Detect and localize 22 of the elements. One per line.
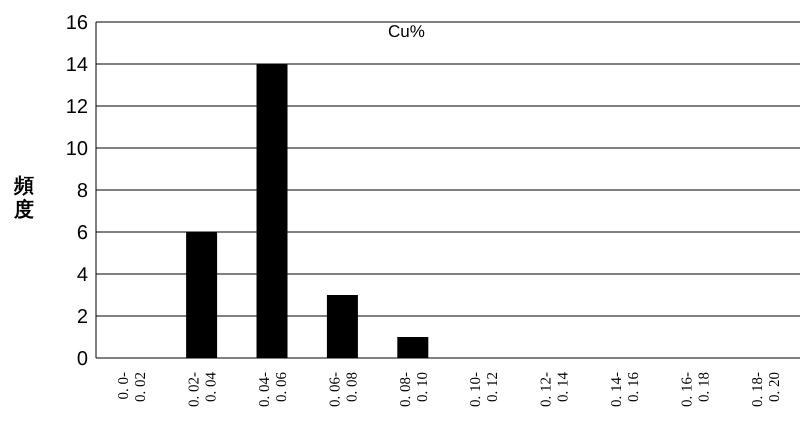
y-tick-label: 0 [76, 348, 88, 370]
x-tick-label: 0. 10-0. 12 [468, 372, 502, 407]
x-tick-label: 0. 02-0. 04 [186, 372, 220, 407]
y-tick-label: 2 [76, 306, 88, 328]
y-tick-label: 10 [66, 138, 88, 160]
y-tick-label: 16 [66, 12, 88, 34]
y-tick-label: 8 [76, 180, 88, 202]
y-tick-label: 4 [76, 264, 88, 286]
y-axis-title: 頻度 [12, 173, 35, 221]
x-tick-label: 0. 12-0. 14 [538, 372, 572, 407]
x-tick-label: 0. 18-0. 20 [750, 372, 783, 407]
x-tick-label: 0. 08-0. 10 [398, 372, 431, 407]
x-tick-label: 0. 0-0. 02 [116, 372, 150, 402]
y-tick-label: 14 [66, 54, 88, 76]
x-tick-label: 0. 06-0. 08 [327, 372, 360, 407]
y-tick-label: 12 [66, 96, 88, 118]
x-tick-label: 0. 16-0. 18 [679, 372, 712, 407]
chart-title: Cu% [388, 22, 425, 42]
bar [397, 337, 428, 358]
x-tick-label: 0. 14-0. 16 [609, 372, 642, 407]
y-tick-label: 6 [76, 222, 88, 244]
x-tick-label: 0. 04-0. 06 [257, 372, 290, 407]
